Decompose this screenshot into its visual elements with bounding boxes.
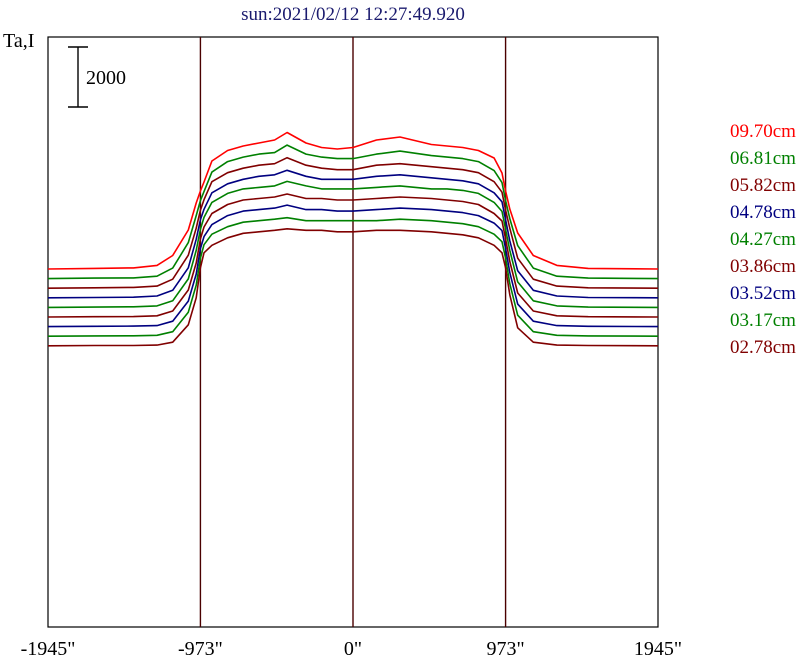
series-line-0317cm xyxy=(47,216,659,338)
legend-entry: 03.17cm xyxy=(730,310,796,331)
chart-title: sun:2021/02/12 12:27:49.920 xyxy=(241,4,465,25)
legend-entry: 03.52cm xyxy=(730,283,796,304)
legend-entry: 06.81cm xyxy=(730,148,796,169)
legend-entry: 09.70cm xyxy=(730,121,796,142)
legend-entry: 03.86cm xyxy=(730,256,796,277)
scale-bar: 2000 xyxy=(68,46,126,108)
series-line-0970cm xyxy=(47,131,659,270)
series-line-0478cm xyxy=(47,169,659,299)
legend-entry: 04.27cm xyxy=(730,229,796,250)
y-axis-label: Ta,I xyxy=(3,30,34,52)
x-tick-label: 0" xyxy=(344,638,362,660)
scale-bar-label: 2000 xyxy=(86,67,126,89)
legend-entry: 02.78cm xyxy=(730,337,796,358)
x-tick-label: -973" xyxy=(178,638,223,660)
reference-lines xyxy=(199,37,507,627)
x-tick-label: 973" xyxy=(486,638,524,660)
series-line-0582cm xyxy=(47,156,659,289)
legend-entry: 05.82cm xyxy=(730,175,796,196)
series-line-0681cm xyxy=(47,144,659,280)
series-line-0352cm xyxy=(47,204,659,328)
series-line-0386cm xyxy=(47,193,659,318)
series-line-0427cm xyxy=(47,180,659,309)
series-layer xyxy=(47,131,659,347)
x-tick-label: 1945" xyxy=(634,638,682,660)
x-tick-label: -1945" xyxy=(21,638,76,660)
x-tick-labels: -1945" -973" 0" 973" 1945" xyxy=(21,638,683,660)
legend-entry: 04.78cm xyxy=(730,202,796,223)
series-line-0278cm xyxy=(47,228,659,347)
legend: 09.70cm 06.81cm 05.82cm 04.78cm 04.27cm 03.86… xyxy=(730,121,796,358)
